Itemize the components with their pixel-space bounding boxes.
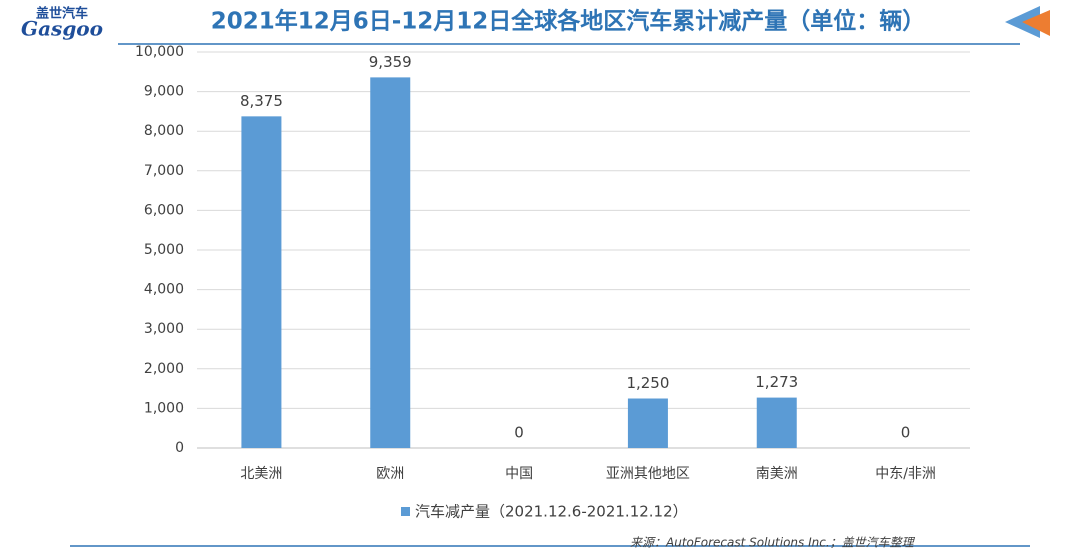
y-tick-label: 1,000: [144, 400, 184, 416]
x-tick-label: 中东/非洲: [875, 466, 936, 482]
logo-cn: 盖世汽车: [36, 6, 88, 22]
logo-en: Gasgoo: [21, 17, 103, 41]
y-tick-label: 9,000: [144, 84, 184, 100]
legend-swatch: [401, 507, 410, 516]
y-tick-label: 0: [175, 440, 184, 456]
data-label: 8,375: [240, 92, 283, 110]
data-label: 0: [514, 424, 524, 442]
y-tick-label: 2,000: [144, 361, 184, 377]
x-tick-label: 亚洲其他地区: [606, 466, 690, 482]
y-tick-label: 4,000: [144, 282, 184, 298]
legend-label: 汽车减产量（2021.12.6-2021.12.12）: [415, 503, 688, 521]
x-tick-label: 欧洲: [376, 466, 404, 482]
source: 来源：AutoForecast Solutions Inc.；盖世汽车整理: [630, 536, 916, 548]
chart-title: 2021年12月6日-12月12日全球各地区汽车累计减产量（单位：辆）: [211, 8, 926, 35]
x-tick-label: 南美洲: [756, 466, 798, 482]
y-tick-label: 5,000: [144, 242, 184, 258]
y-tick-label: 10,000: [135, 44, 184, 60]
data-label: 1,273: [755, 373, 798, 391]
y-tick-label: 6,000: [144, 202, 184, 218]
bar: [370, 77, 411, 448]
bar: [756, 397, 797, 448]
data-label: 0: [901, 424, 911, 442]
x-tick-label: 北美洲: [240, 466, 282, 482]
y-tick-label: 8,000: [144, 123, 184, 139]
y-tick-label: 7,000: [144, 163, 184, 179]
data-label: 9,359: [369, 53, 412, 71]
bar: [241, 116, 282, 448]
y-tick-label: 3,000: [144, 321, 184, 337]
x-tick-label: 中国: [505, 466, 533, 482]
bar: [627, 398, 668, 448]
data-label: 1,250: [626, 374, 669, 392]
arrow-icon: [1022, 10, 1050, 36]
